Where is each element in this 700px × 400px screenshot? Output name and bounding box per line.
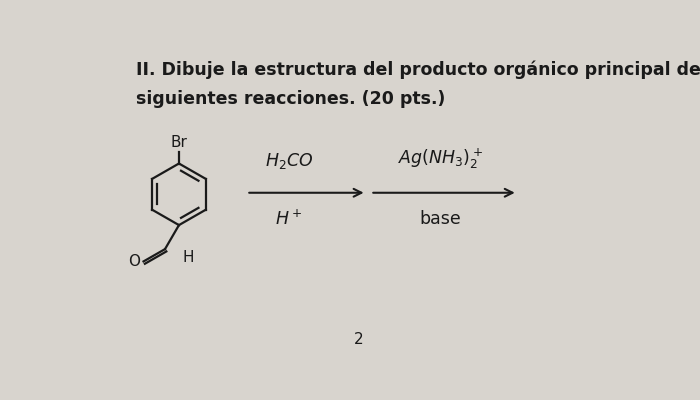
Text: $H_2CO$: $H_2CO$ <box>265 151 313 171</box>
Text: Br: Br <box>171 136 188 150</box>
Text: siguientes reacciones. (20 pts.): siguientes reacciones. (20 pts.) <box>136 90 446 108</box>
Text: O: O <box>128 254 141 269</box>
Text: $Ag(NH_3)_2^+$: $Ag(NH_3)_2^+$ <box>398 147 483 171</box>
Text: 2: 2 <box>354 332 363 347</box>
Text: II. Dibuje la estructura del producto orgánico principal de las: II. Dibuje la estructura del producto or… <box>136 60 700 79</box>
Text: H: H <box>182 250 194 265</box>
Text: base: base <box>419 210 461 228</box>
Text: $H^+$: $H^+$ <box>275 210 303 229</box>
